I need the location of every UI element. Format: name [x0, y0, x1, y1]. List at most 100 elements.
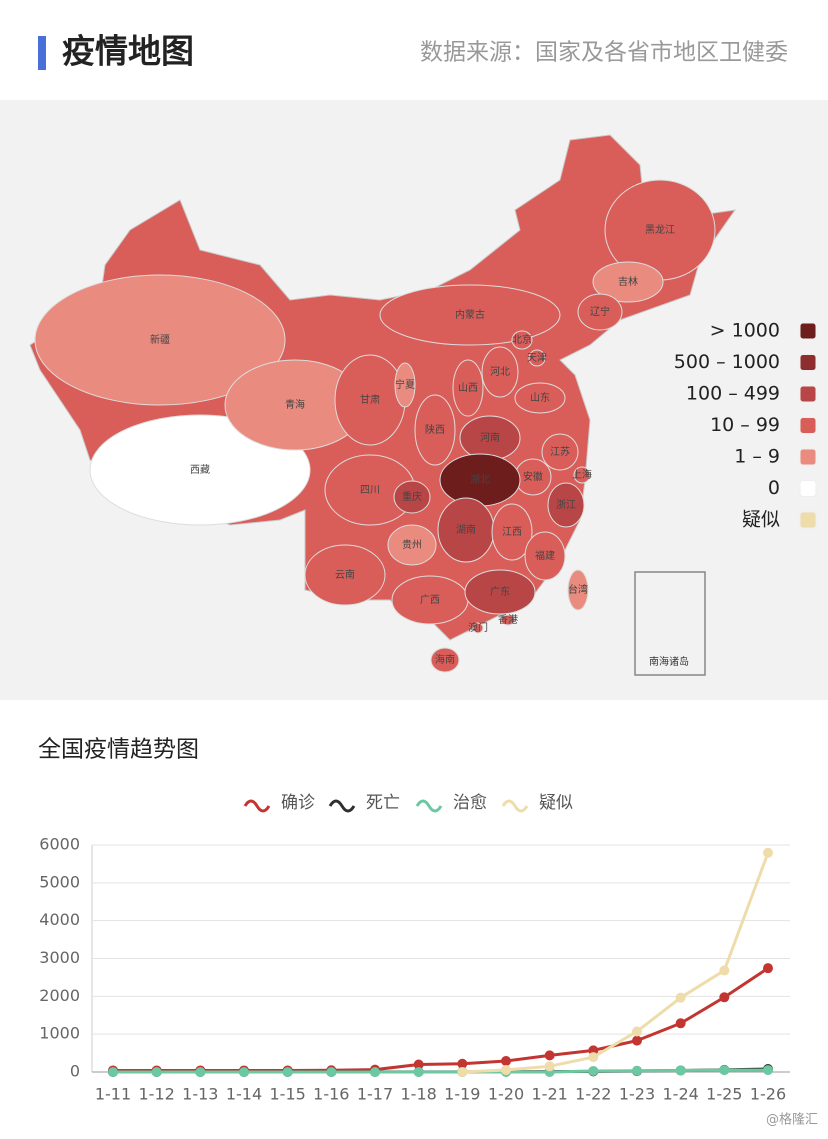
data-point [326, 1067, 337, 1077]
region-label: 上海 [572, 468, 592, 481]
y-tick-label: 2000 [39, 986, 80, 1005]
data-point [632, 1065, 642, 1076]
x-tick-label: 1-22 [575, 1085, 611, 1104]
y-tick-label: 0 [70, 1062, 80, 1081]
region-label: 香港 [498, 614, 518, 626]
region-label: 新疆 [150, 333, 170, 346]
inset-box [634, 571, 706, 676]
region [464, 569, 536, 615]
x-tick-label: 1-25 [706, 1085, 742, 1104]
legend-swatch [799, 417, 817, 434]
region-label: 北京 [512, 333, 532, 346]
region [34, 274, 286, 406]
region [541, 433, 579, 471]
region [414, 394, 456, 466]
data-point [457, 1067, 468, 1077]
region-label: 青海 [285, 398, 305, 411]
legend-icon [415, 799, 443, 813]
data-point [763, 963, 773, 974]
region-label: 安徽 [523, 470, 543, 483]
region-label: 河北 [490, 366, 510, 378]
x-tick-label: 1-17 [357, 1085, 393, 1104]
header-accent [38, 36, 46, 70]
region [528, 349, 546, 367]
region [304, 544, 386, 606]
line-chart: 0 1000 2000 3000 4000 5000 6000 1-11 1-12 1-13 1-1… [39, 793, 790, 1104]
data-point [719, 1065, 730, 1076]
region [573, 466, 591, 484]
region [481, 346, 519, 398]
y-tick-label: 6000 [39, 835, 80, 854]
region [387, 524, 437, 566]
y-tick-label: 5000 [39, 872, 80, 891]
x-tick-label: 1-23 [619, 1085, 655, 1104]
region-label: 陕西 [425, 423, 445, 436]
region-label: 山西 [458, 382, 478, 394]
series-line [113, 966, 769, 1072]
region-label: 辽宁 [590, 305, 610, 318]
series-line [113, 1068, 769, 1074]
region-label: 澳门 [468, 621, 488, 634]
legend-label: > 1000 [710, 320, 780, 342]
region [472, 622, 484, 634]
region-label: 西藏 [190, 464, 210, 476]
data-point [675, 1018, 686, 1029]
x-tick-label: 1-18 [401, 1085, 437, 1104]
data-point [501, 1064, 511, 1075]
x-tick-label: 1-15 [270, 1085, 306, 1104]
legend-label: 治愈 [453, 793, 487, 813]
y-tick-label: 1000 [39, 1024, 80, 1043]
region-label: 广西 [420, 594, 440, 606]
region-label: 浙江 [556, 499, 576, 511]
region-label: 吉林 [618, 275, 638, 288]
data-point [719, 992, 730, 1003]
data-point [588, 1052, 599, 1063]
legend-swatch [799, 354, 817, 371]
region-label: 重庆 [402, 490, 422, 503]
legend-label: 确诊 [281, 793, 315, 813]
x-tick-label: 1-14 [226, 1085, 262, 1104]
data-point [632, 1026, 642, 1037]
data-point [501, 1055, 511, 1066]
region-label: 湖北 [470, 474, 490, 486]
region [524, 531, 566, 581]
legend-label: 疑似 [539, 793, 573, 813]
x-tick-label: 1-21 [532, 1085, 568, 1104]
region-label: 宁夏 [395, 378, 415, 391]
data-point [413, 1059, 424, 1070]
region [500, 614, 516, 626]
region [514, 382, 566, 414]
region [430, 647, 460, 673]
region-label: 内蒙古 [455, 308, 485, 321]
legend-label: 1 – 9 [734, 446, 780, 468]
region-label: 海南 [435, 653, 455, 666]
map-legend: > 1000 500 – 1000 100 – 499 10 – 99 1 – 9 0 疑似 [674, 320, 817, 531]
region-label: 台湾 [568, 583, 588, 596]
data-point [282, 1067, 293, 1077]
region [393, 480, 431, 514]
legend-swatch [799, 511, 817, 529]
data-point [632, 1035, 642, 1046]
series-line [462, 852, 770, 1074]
data-point [239, 1067, 249, 1077]
region [491, 503, 533, 561]
data-point [108, 1067, 118, 1077]
y-tick-label: 4000 [39, 910, 80, 929]
data-point [413, 1067, 424, 1077]
region [577, 293, 623, 331]
data-point [544, 1050, 555, 1061]
legend-icon [328, 799, 356, 813]
region-label: 天津 [527, 352, 547, 364]
data-point [763, 847, 773, 858]
data-point [151, 1067, 162, 1077]
legend-swatch [799, 322, 817, 340]
legend-swatch [799, 448, 817, 466]
data-point [457, 1058, 468, 1069]
region-label: 江苏 [550, 445, 570, 458]
region-label: 山东 [530, 391, 550, 404]
region-label: 湖南 [456, 523, 476, 536]
region-label: 福建 [535, 549, 555, 562]
